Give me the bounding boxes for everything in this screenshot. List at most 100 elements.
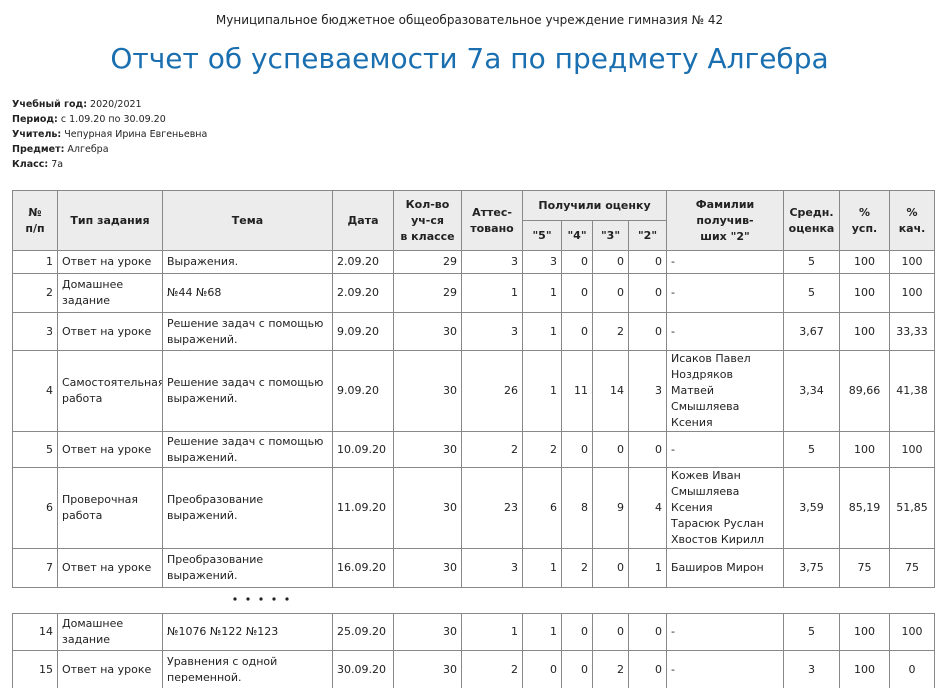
table-cell: 7 (12, 548, 58, 588)
table-cell: 10.09.20 (332, 431, 394, 468)
info-line: Предмет: Алгебра (12, 142, 207, 157)
ellipsis (232, 596, 289, 601)
table-cell: 5 (783, 250, 841, 274)
table-cell: Ответ на уроке (57, 548, 163, 588)
table-cell: 0 (889, 650, 936, 688)
table-cell: 3 (627, 350, 668, 432)
table-cell: 85,19 (839, 467, 891, 549)
table-cell: 30 (393, 650, 462, 688)
failed-names: - (666, 431, 785, 468)
column-header: Фамилии получив- ших "2" (666, 190, 785, 251)
table-cell: 29 (393, 273, 462, 313)
failed-names: Кожев Иван Смышляева Ксения Тарасюк Руслан… (666, 467, 785, 549)
table-cell: 0 (627, 250, 668, 274)
info-label: Период: (12, 114, 58, 125)
table-cell: Ответ на уроке (57, 650, 163, 688)
table-cell: 0 (592, 431, 629, 468)
table-cell: 51,85 (889, 467, 936, 549)
table-cell: 2 (461, 431, 523, 468)
column-header: Тип задания (57, 190, 163, 251)
table-cell: 100 (839, 273, 891, 313)
table-cell: 2 (461, 650, 523, 688)
info-value: с 1.09.20 по 30.09.20 (60, 114, 166, 125)
data-row: 15 Ответ на уроке Уравнения с одной переме… (12, 650, 936, 688)
table-cell: 33,33 (889, 312, 936, 351)
table-cell: 4 (627, 467, 668, 549)
column-header: № п/п (12, 190, 58, 251)
table-cell: 11.09.20 (332, 467, 394, 549)
column-header: Кол-во уч-ся в классе (393, 190, 462, 251)
table-cell: 30.09.20 (332, 650, 394, 688)
header-row: "5" "4" "3" "2" (13, 220, 935, 251)
failed-names: - (666, 650, 785, 688)
table-cell: 5 (783, 613, 841, 651)
info-value: 7а (51, 159, 64, 170)
info-line: Учебный год: 2020/2021 (12, 97, 207, 112)
data-row: 1 Ответ на уроке Выражения. 2.09.20 29 3 3 0 0 0-… (12, 250, 936, 274)
table-cell: 3 (522, 250, 562, 274)
student-name: - (671, 662, 675, 676)
table-cell: 9 (592, 467, 629, 549)
table-cell: Решение задач с помощью выражений. (162, 431, 333, 468)
table-cell: Ответ на уроке (57, 250, 163, 274)
data-row: 6 Проверочная работа Преобразование выраже… (12, 467, 936, 549)
table-cell: 0 (627, 650, 668, 688)
info-line: Учитель: Чепурная Ирина Евгеньевна (12, 127, 207, 142)
table-cell: 2 (12, 273, 58, 313)
table-cell: 0 (561, 613, 593, 651)
school-name: Муниципальное бюджетное общеобразователь… (215, 13, 724, 27)
table-cell: 100 (889, 273, 936, 313)
grade-header: "4" (561, 220, 593, 251)
table-cell: 9.09.20 (332, 350, 394, 432)
table-cell: 3 (12, 312, 58, 351)
student-name: Баширов Мирон (671, 561, 764, 574)
student-name: Ноздряков Матвей (671, 368, 733, 397)
failed-names: - (666, 273, 785, 313)
table-cell: Домашнее задание (57, 613, 163, 651)
table-cell: 25.09.20 (332, 613, 394, 651)
table-cell: 30 (393, 312, 462, 351)
table-cell: №44 №68 (162, 273, 333, 313)
table-cell: 89,66 (839, 350, 891, 432)
table-cell: 6 (12, 467, 58, 549)
failed-names: - (666, 250, 785, 274)
table-cell: 0 (627, 431, 668, 468)
info-value: Чепурная Ирина Евгеньевна (64, 129, 208, 140)
table-cell: 29 (393, 250, 462, 274)
table-cell: 5 (783, 273, 841, 313)
table-cell: 1 (522, 273, 562, 313)
info-line: Класс: 7а (12, 157, 207, 172)
table-cell: 3,67 (783, 312, 841, 351)
table-cell: 14 (12, 613, 58, 651)
failed-names: - (666, 312, 785, 351)
student-name: - (671, 255, 675, 268)
table-cell: 100 (839, 650, 891, 688)
table-cell: Преобразование выражений. (162, 467, 333, 549)
table-cell: 6 (522, 467, 562, 549)
table-cell: 0 (627, 312, 668, 351)
table-cell: 100 (889, 250, 936, 274)
student-name: Хвостов Кирилл (671, 533, 765, 546)
gap-row (13, 588, 935, 614)
table-cell: 2.09.20 (332, 250, 394, 274)
column-header: % кач. (889, 190, 936, 251)
column-header: Получили оценку (521, 190, 668, 221)
table-cell: 0 (561, 650, 593, 688)
table-cell: 100 (889, 613, 936, 651)
table-cell: 30 (393, 613, 462, 651)
table-cell: 0 (561, 273, 593, 313)
table-cell: 15 (12, 650, 58, 688)
table-cell: 1 (522, 350, 562, 432)
table-cell: 23 (461, 467, 523, 549)
column-header: Средн. оценка (783, 190, 841, 251)
report-title: Отчет об успеваемости 7а по предмету Алг… (110, 42, 829, 75)
table-cell: №1076 №122 №123 (162, 613, 333, 651)
table-cell: Преобразование выражений. (162, 548, 333, 588)
info-label: Предмет: (12, 144, 65, 155)
student-name: Кожев Иван (671, 469, 741, 482)
table-cell: 11 (561, 350, 593, 432)
table-cell: Решение задач с помощью выражений. (162, 350, 333, 432)
table-cell: 100 (839, 431, 891, 468)
table-cell: 2 (522, 431, 562, 468)
